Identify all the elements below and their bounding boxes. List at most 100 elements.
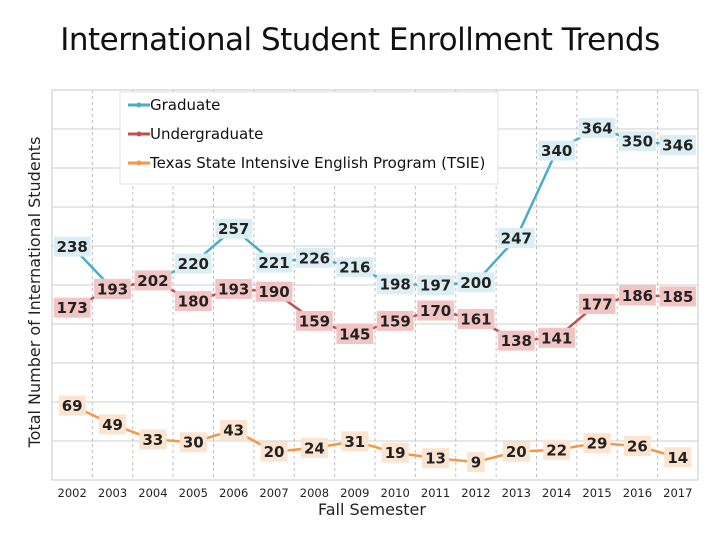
data-labels: 2381932022202572212262161981972002473403…	[53, 118, 697, 472]
data-label-text: 138	[501, 332, 532, 350]
data-label-box	[255, 252, 293, 273]
data-label: 13	[421, 448, 450, 469]
legend-marker	[136, 102, 142, 108]
data-label: 221	[255, 252, 293, 273]
x-tick-label: 2006	[219, 486, 248, 500]
x-axis-ticks: 2002 2003 2004 2005 2006 2007 2008 2009 2010 2011…	[58, 486, 693, 500]
data-label-text: 159	[380, 312, 411, 330]
data-label: 24	[300, 437, 329, 458]
data-label-box	[467, 452, 485, 472]
x-tick-label: 2008	[300, 486, 329, 500]
data-label-text: 364	[581, 120, 612, 138]
legend-entry: Undergraduate	[150, 125, 263, 143]
data-label-text: 180	[178, 293, 209, 311]
data-label: 43	[220, 420, 248, 441]
data-label-text: 19	[385, 444, 406, 462]
data-label: 20	[502, 441, 530, 462]
x-tick-label: 2009	[340, 486, 369, 500]
data-label-box	[53, 297, 91, 318]
data-label-box	[659, 286, 697, 307]
data-label: 14	[664, 447, 692, 468]
data-label-text: 26	[627, 438, 648, 456]
data-label-text: 9	[471, 454, 481, 472]
data-label-box	[174, 253, 212, 274]
data-label: 197	[417, 275, 454, 296]
data-label-text: 145	[339, 326, 370, 344]
data-label-text: 30	[183, 434, 204, 452]
data-label: 159	[376, 310, 414, 331]
data-label-text: 185	[662, 288, 693, 306]
data-label-box	[497, 330, 535, 351]
legend-entry: Texas State Intensive English Program (T…	[149, 154, 485, 172]
data-label-box	[538, 140, 576, 161]
data-label-text: 221	[258, 254, 289, 272]
data-label: 141	[538, 327, 576, 348]
x-tick-label: 2011	[421, 486, 450, 500]
data-label-text: 141	[541, 329, 572, 347]
series-line-0	[71, 126, 678, 291]
data-label-text: 24	[304, 439, 325, 457]
data-label-box	[179, 432, 207, 453]
data-label-text: 13	[425, 450, 446, 468]
data-label-box	[58, 395, 86, 416]
data-label: 30	[179, 432, 207, 453]
data-label: 177	[578, 293, 616, 314]
data-label-text: 193	[97, 280, 128, 298]
data-label-text: 350	[622, 133, 653, 151]
data-label-box	[619, 285, 656, 306]
data-label: 198	[376, 274, 414, 295]
data-label: 29	[583, 433, 611, 454]
data-label-text: 20	[506, 443, 527, 461]
data-label-box	[296, 310, 333, 331]
x-tick-label: 2015	[582, 486, 611, 500]
data-label: 364	[578, 118, 616, 138]
data-label-text: 247	[501, 230, 532, 248]
data-label-text: 216	[339, 259, 370, 277]
legend-marker	[136, 160, 142, 166]
data-label: 202	[134, 270, 172, 291]
data-label-box	[583, 433, 611, 454]
data-label-box	[174, 291, 212, 312]
data-label-text: 43	[223, 422, 244, 440]
data-label: 350	[619, 131, 656, 152]
data-label-box	[497, 228, 535, 249]
data-label: 20	[260, 441, 288, 462]
data-label-box	[255, 281, 293, 302]
chart-title: International Student Enrollment Trends	[60, 22, 660, 58]
x-tick-label: 2013	[502, 486, 531, 500]
data-label: 346	[659, 134, 697, 155]
data-label-text: 159	[299, 312, 330, 330]
data-label: 200	[457, 272, 495, 293]
data-label: 9	[467, 452, 485, 472]
data-label-text: 69	[62, 397, 83, 415]
data-label-box	[619, 131, 656, 152]
data-label: 340	[538, 140, 576, 161]
data-label-box	[623, 436, 652, 457]
y-axis-title: Total Number of International Students	[25, 137, 44, 449]
data-label-box	[336, 324, 374, 345]
data-label-box	[300, 437, 329, 458]
x-tick-label: 2004	[138, 486, 167, 500]
x-tick-label: 2007	[259, 486, 288, 500]
data-label: 19	[381, 442, 409, 463]
series-line-1	[71, 279, 678, 342]
data-label-text: 31	[344, 433, 365, 451]
data-label-box	[341, 431, 369, 452]
data-label-text: 177	[581, 295, 612, 313]
data-label: 220	[174, 253, 212, 274]
data-label-box	[538, 327, 576, 348]
data-label: 159	[296, 310, 333, 331]
data-label-box	[502, 441, 530, 462]
data-label-box	[94, 278, 131, 299]
data-label-text: 226	[299, 249, 330, 267]
data-label-text: 346	[662, 136, 693, 154]
data-label-box	[376, 274, 414, 295]
data-label: 247	[497, 228, 535, 249]
data-label: 193	[215, 278, 253, 299]
data-label-box	[543, 439, 571, 460]
data-label: 226	[296, 247, 333, 268]
data-label: 22	[543, 439, 571, 460]
data-label: 161	[457, 308, 495, 329]
data-label: 185	[659, 286, 697, 307]
